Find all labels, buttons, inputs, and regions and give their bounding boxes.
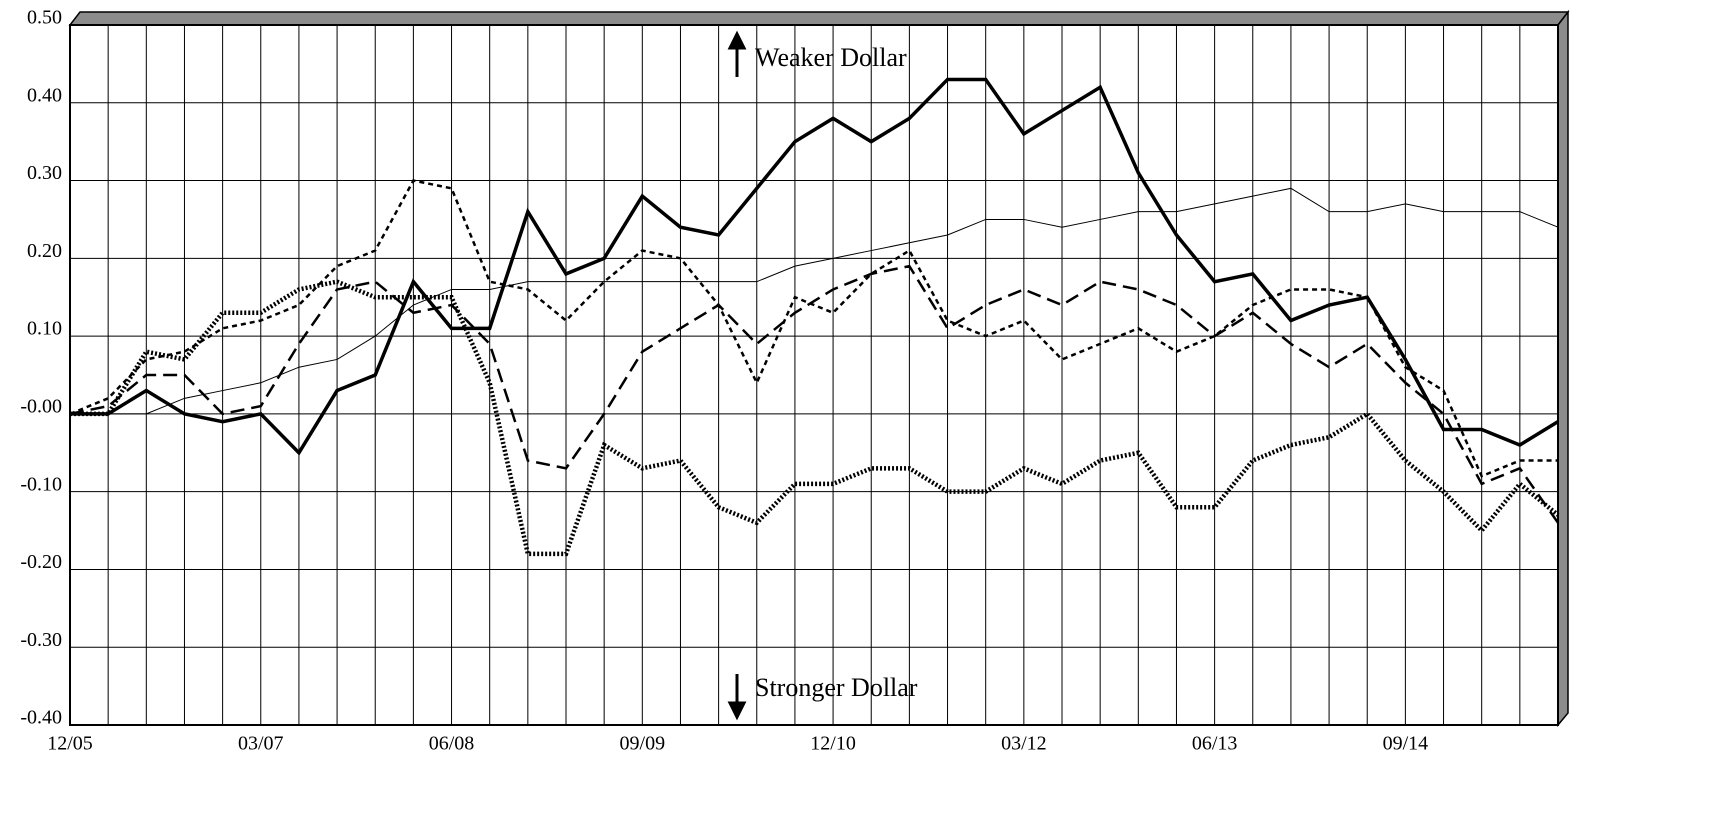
y-tick-label: 0.50 bbox=[27, 7, 62, 29]
up-arrow bbox=[727, 30, 747, 77]
x-tick-label: 06/08 bbox=[429, 733, 475, 755]
x-tick-label: 06/13 bbox=[1192, 733, 1238, 755]
x-tick-label: 12/10 bbox=[810, 733, 856, 755]
annotation: Stronger Dollar bbox=[755, 673, 918, 702]
x-tick-label: 09/09 bbox=[620, 733, 666, 755]
y-tick-label: -0.10 bbox=[20, 473, 62, 495]
y-tick-label: 0.20 bbox=[27, 240, 62, 262]
series-line bbox=[70, 77, 1559, 456]
series-line bbox=[70, 279, 1560, 557]
x-tick-label: 03/07 bbox=[238, 733, 284, 755]
y-tick-label: -0.30 bbox=[20, 629, 62, 651]
plot-border bbox=[69, 24, 1559, 726]
x-tick-label: 03/12 bbox=[1001, 733, 1047, 755]
series-line bbox=[69, 179, 1558, 478]
annotation: Weaker Dollar bbox=[755, 43, 907, 72]
x-tick-label: 12/05 bbox=[47, 733, 93, 755]
frame-side bbox=[1557, 9, 1569, 728]
series-line bbox=[70, 187, 1559, 415]
y-tick-label: 0.40 bbox=[27, 84, 62, 106]
series-line bbox=[69, 264, 1560, 524]
y-tick-label: -0.00 bbox=[20, 395, 62, 417]
y-tick-label: 0.30 bbox=[27, 162, 62, 184]
down-arrow bbox=[727, 674, 747, 721]
x-tick-label: 09/14 bbox=[1383, 733, 1429, 755]
y-tick-label: -0.40 bbox=[20, 707, 62, 729]
frame-top bbox=[68, 11, 1570, 26]
lines bbox=[69, 77, 1560, 557]
y-tick-label: 0.10 bbox=[27, 318, 62, 340]
y-tick-label: -0.20 bbox=[20, 551, 62, 573]
